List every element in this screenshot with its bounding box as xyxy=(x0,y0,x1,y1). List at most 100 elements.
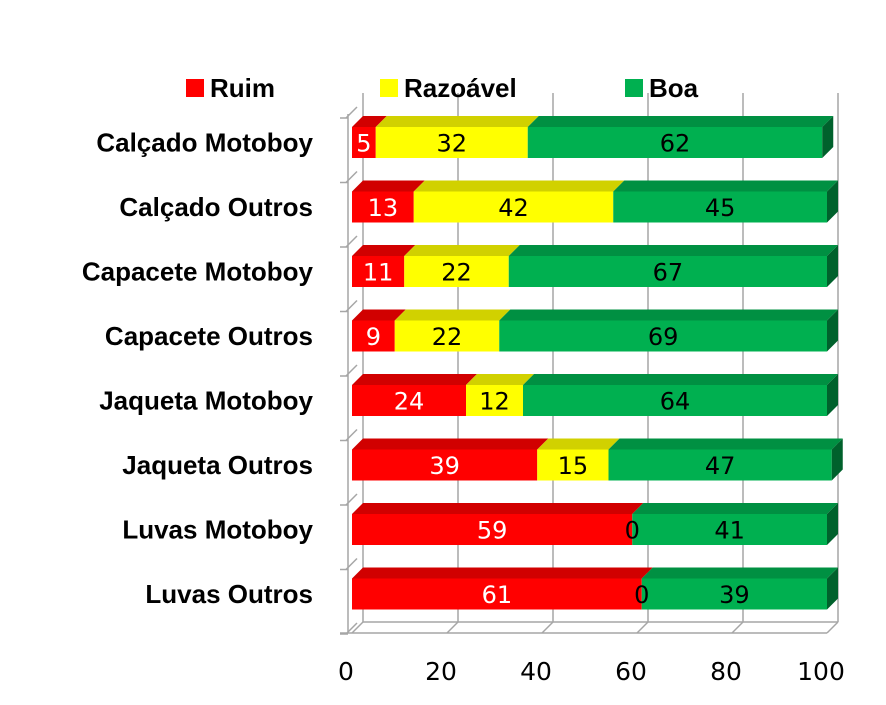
bar-top-face xyxy=(352,180,425,192)
category-label: Luvas Outros xyxy=(145,579,313,609)
bar-top-face xyxy=(466,374,534,385)
bar-top-face xyxy=(632,503,838,514)
x-tick-label: 20 xyxy=(425,657,457,686)
bar-segment xyxy=(352,578,642,610)
bar-side-face xyxy=(827,309,838,352)
chart-axes xyxy=(340,106,827,635)
chart-bars xyxy=(352,116,843,610)
category-label: Jaqueta Motoboy xyxy=(99,386,313,416)
data-label: 69 xyxy=(648,323,679,351)
data-label: 41 xyxy=(714,517,745,545)
x-tick-label: 100 xyxy=(797,657,845,686)
data-label: 9 xyxy=(366,323,381,351)
bar-top-face xyxy=(523,374,838,385)
bar-top-face xyxy=(352,116,387,127)
category-label: Capacete Outros xyxy=(105,321,313,351)
bar-segment xyxy=(352,320,395,352)
bar-segment xyxy=(352,385,466,416)
floor-gridline-3 xyxy=(636,621,649,634)
bar-segment xyxy=(394,320,500,352)
data-label: 39 xyxy=(429,452,460,480)
bar-segment xyxy=(404,256,509,287)
bar-segment xyxy=(499,320,827,352)
bar-segment xyxy=(413,191,614,223)
data-label: 22 xyxy=(432,323,463,351)
legend-swatch xyxy=(625,79,643,97)
bar-segment xyxy=(527,127,823,158)
category-label: Luvas Motoboy xyxy=(122,515,313,545)
data-label: 47 xyxy=(705,452,736,480)
bar-segment xyxy=(466,385,523,416)
legend-item: Ruim xyxy=(186,73,275,103)
data-label: 59 xyxy=(477,517,508,545)
x-tick-label: 0 xyxy=(338,657,354,686)
data-label: 15 xyxy=(558,452,589,480)
category-label: Calçado Outros xyxy=(119,192,313,222)
bar-segment xyxy=(352,256,405,287)
data-label: 42 xyxy=(498,194,529,222)
legend-item: Boa xyxy=(625,73,699,103)
bar-top-face xyxy=(375,116,539,127)
data-label: 13 xyxy=(368,194,399,222)
bar-side-face xyxy=(827,374,838,416)
x-tick-label: 80 xyxy=(710,657,742,686)
legend-label: Razoável xyxy=(404,73,517,103)
bar-segment xyxy=(352,514,633,545)
legend-label: Ruim xyxy=(210,73,275,103)
floor-gridline-2 xyxy=(541,621,554,634)
legend-item: Razoável xyxy=(380,73,517,103)
bar-top-face xyxy=(404,245,520,256)
bar-side-face xyxy=(827,503,838,545)
bar-top-face xyxy=(352,567,653,579)
data-label: 5 xyxy=(356,130,371,158)
legend-swatch xyxy=(186,79,204,97)
bar-segment xyxy=(375,127,528,158)
bar-top-face xyxy=(352,503,644,514)
bar-segment xyxy=(508,256,827,287)
bar-segment xyxy=(641,578,827,610)
bar-side-face xyxy=(827,567,838,610)
data-label: 67 xyxy=(653,259,684,287)
data-label: 0 xyxy=(634,581,649,609)
legend-label: Boa xyxy=(649,73,699,103)
data-label: 45 xyxy=(705,194,736,222)
data-label: 24 xyxy=(394,388,425,416)
bar-segment xyxy=(352,449,538,481)
bar-segment xyxy=(523,385,827,416)
x-tick-label: 40 xyxy=(520,657,552,686)
bar-top-face xyxy=(613,180,838,192)
bar-segment xyxy=(537,449,609,481)
data-label: 0 xyxy=(625,517,640,545)
bar-side-face xyxy=(827,245,838,287)
bar-top-face xyxy=(352,374,477,385)
floor-gridline-4 xyxy=(731,621,744,634)
x-tick-label: 60 xyxy=(615,657,647,686)
bar-top-face xyxy=(499,309,838,321)
bar-top-face xyxy=(641,567,838,579)
chart-grid xyxy=(351,93,839,634)
floor-gridline-0 xyxy=(351,621,364,634)
data-label: 39 xyxy=(719,581,750,609)
data-label: 62 xyxy=(660,130,691,158)
chart-labels: 0 20 40 60 80 100 Calçado Motoboy Calçado Outro… xyxy=(82,128,845,687)
floor-gridline-1 xyxy=(446,621,459,634)
data-label: 22 xyxy=(441,259,472,287)
data-label: 32 xyxy=(436,130,467,158)
chart-legend: Ruim Razoável Boa xyxy=(186,73,699,103)
data-label: 12 xyxy=(479,388,510,416)
data-label: 64 xyxy=(660,388,691,416)
floor-gridline-5 xyxy=(826,621,839,634)
bar-side-face xyxy=(827,180,838,223)
data-label: 11 xyxy=(363,259,394,287)
category-label: Calçado Motoboy xyxy=(96,128,313,158)
category-label: Capacete Motoboy xyxy=(82,257,314,287)
bar-top-face xyxy=(537,438,620,450)
bar-top-face xyxy=(508,245,838,256)
bar-top-face xyxy=(352,309,406,321)
legend-swatch xyxy=(380,79,398,97)
bar-side-face xyxy=(822,116,834,158)
bar-top-face xyxy=(608,438,843,450)
bar-segment xyxy=(352,127,376,158)
bar-top-face xyxy=(352,438,549,450)
